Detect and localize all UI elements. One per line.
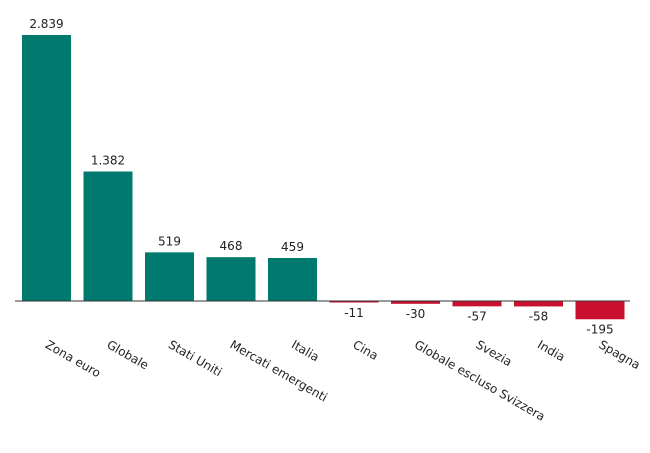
- value-label: -11: [344, 306, 364, 320]
- bar: [145, 252, 194, 301]
- x-tick-label: Spagna: [597, 337, 643, 372]
- value-label: 459: [281, 240, 304, 254]
- x-tick-label: India: [535, 337, 568, 364]
- value-label: 468: [220, 239, 243, 253]
- bar: [575, 301, 625, 320]
- x-tick-label: Cina: [351, 337, 381, 362]
- x-tick-label: Svezia: [474, 337, 515, 369]
- value-label: -58: [529, 309, 549, 323]
- value-label: -195: [586, 322, 613, 336]
- value-label: 519: [158, 234, 181, 248]
- value-label: -57: [467, 309, 487, 323]
- value-label: 2.839: [29, 17, 63, 31]
- x-tick-label: Globale: [105, 337, 152, 372]
- bar: [514, 301, 563, 307]
- value-label: 1.382: [91, 154, 125, 168]
- bar: [452, 301, 502, 307]
- x-tick-label: Zona euro: [43, 337, 103, 380]
- bar: [83, 171, 133, 301]
- value-label: -30: [406, 307, 426, 321]
- bar: [206, 257, 256, 301]
- bar: [268, 257, 317, 301]
- bar: [22, 35, 71, 301]
- x-tick-label: Stati Uniti: [166, 337, 224, 379]
- x-tick-label: Italia: [289, 337, 322, 364]
- bar: [329, 301, 379, 303]
- bar: [391, 301, 440, 304]
